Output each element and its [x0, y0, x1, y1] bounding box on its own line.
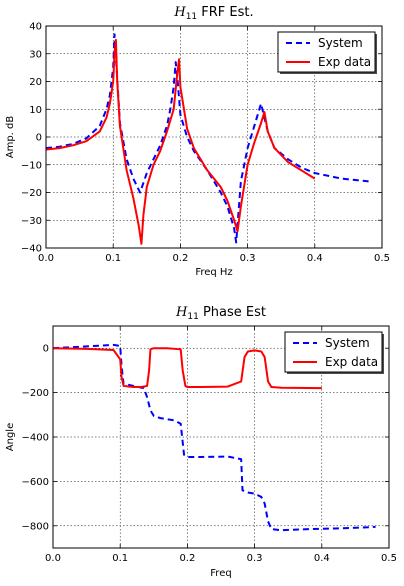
chart-1-x-tick-label: 0.3: [247, 553, 263, 564]
chart-1-y-tick-label: −200: [22, 388, 49, 399]
chart-0-x-tick-label: 0.3: [240, 253, 256, 264]
chart-1-legend: System Exp data: [284, 331, 384, 374]
chart-1-title-symbol: H: [175, 305, 188, 320]
chart-1-x-tick-label: 0.4: [314, 553, 330, 564]
chart-1-x-tick-label: 0.0: [45, 553, 61, 564]
chart-1-legend-box: [284, 331, 383, 373]
chart-0-y-tick-label: −30: [21, 216, 42, 227]
chart-1-y-tick-label: 0: [43, 344, 49, 355]
chart-0-y-tick-label: −20: [21, 188, 42, 199]
chart-0-y-tick-label: 20: [29, 77, 42, 88]
frf-amplitude-chart: 0.0 0.1 0.2 0.3 0.4 0.5 40 30 20 10 0 −10 −20 −30 −40 H…: [5, 5, 390, 278]
chart-0-x-tick-label: 0.1: [105, 253, 121, 264]
chart-0-legend-label-system: System: [318, 36, 363, 50]
chart-0-x-tick-label: 0.5: [374, 253, 390, 264]
chart-0-legend-label-exp-data: Exp data: [318, 55, 371, 69]
chart-1-legend-label-exp-data: Exp data: [325, 355, 378, 369]
chart-0-x-axis-label: Freq Hz: [195, 267, 232, 278]
chart-1-y-tick-label: −600: [22, 477, 49, 488]
phase-chart: 0.0 0.1 0.2 0.3 0.4 0.5 0 −200 −400 −600 −800 H11 P…: [5, 305, 397, 579]
chart-0-series-system-line: [46, 33, 369, 244]
chart-0-x-tick-label: 0.4: [307, 253, 323, 264]
chart-0-title-text: FRF Est.: [197, 5, 253, 20]
chart-0-y-tick-label: −40: [21, 244, 42, 255]
chart-1-y-tick-label: −400: [22, 433, 49, 444]
chart-0-series-exp-data-line: [46, 38, 316, 245]
chart-1-y-axis-label: Angle: [5, 423, 16, 451]
chart-0-y-tick-label: 0: [36, 133, 42, 144]
chart-0-x-tick-label: 0.0: [38, 253, 54, 264]
chart-0-title-subscript: 11: [186, 12, 197, 22]
chart-0-y-tick-label: 40: [29, 22, 42, 33]
chart-0-y-tick-label: −10: [21, 160, 42, 171]
chart-1-frame: [52, 325, 390, 549]
chart-1-title-text: Phase Est: [199, 305, 266, 320]
chart-0-x-tick-label: 0.2: [172, 253, 188, 264]
chart-0-title: H11 FRF Est.: [173, 5, 253, 22]
chart-1-title: H11 Phase Est: [175, 305, 266, 322]
chart-0-legend: System Exp data: [277, 31, 377, 74]
chart-1-legend-label-system: System: [325, 336, 370, 350]
chart-1-y-tick-label: −800: [22, 521, 49, 532]
chart-0-title-symbol: H: [173, 5, 186, 20]
chart-0-y-tick-label: 10: [29, 105, 42, 116]
chart-1-x-tick-label: 0.5: [381, 553, 397, 564]
chart-0-y-axis-label: Amp. dB: [5, 116, 16, 159]
chart-0-y-tick-label: 30: [29, 49, 42, 60]
chart-0-legend-box: [277, 31, 376, 73]
chart-1-title-subscript: 11: [187, 312, 198, 322]
chart-0-frame: [45, 25, 383, 249]
chart-1-x-axis-label: Freq: [210, 568, 231, 579]
chart-1-x-tick-label: 0.1: [112, 553, 128, 564]
chart-1-x-tick-label: 0.2: [179, 553, 195, 564]
chart-1-series-exp-data-line: [53, 347, 322, 390]
